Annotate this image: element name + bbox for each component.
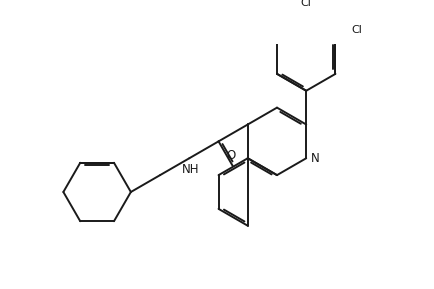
Text: Cl: Cl: [351, 25, 362, 35]
Text: NH: NH: [182, 164, 199, 177]
Text: Cl: Cl: [301, 0, 312, 8]
Text: N: N: [311, 153, 320, 166]
Text: O: O: [227, 149, 236, 162]
